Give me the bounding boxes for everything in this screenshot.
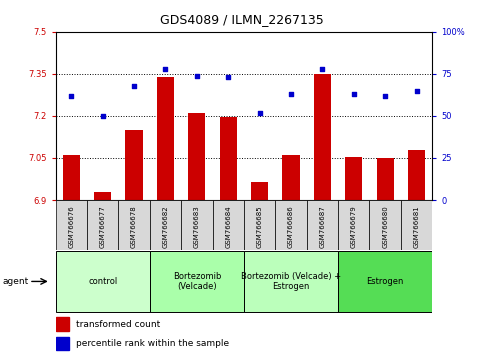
Bar (314, 74, 331, 200)
Text: GSM766677: GSM766677 (99, 205, 106, 248)
Bar (244, 251, 338, 312)
Text: GSM766680: GSM766680 (382, 205, 388, 248)
Bar (401, 200, 432, 250)
Text: GSM766678: GSM766678 (131, 205, 137, 248)
Point (382, 93, 389, 98)
Text: Bortezomib (Velcade) +
Estrogen: Bortezomib (Velcade) + Estrogen (241, 272, 341, 291)
Bar (251, 182, 268, 200)
Bar (56, 200, 87, 250)
Bar (126, 130, 142, 200)
Point (161, 66, 170, 72)
Text: GSM766684: GSM766684 (225, 205, 231, 247)
Bar (188, 113, 205, 200)
Point (256, 110, 264, 115)
Text: GSM766687: GSM766687 (319, 205, 326, 248)
Text: GSM766681: GSM766681 (413, 205, 420, 248)
Bar (369, 200, 401, 250)
Text: GSM766679: GSM766679 (351, 205, 357, 248)
Text: GSM766682: GSM766682 (162, 205, 169, 247)
Bar (157, 77, 174, 200)
Bar (94, 192, 111, 200)
Text: transformed count: transformed count (76, 320, 160, 329)
Bar (275, 200, 307, 250)
Bar (87, 200, 118, 250)
Bar (338, 200, 369, 250)
Point (412, 88, 420, 93)
Text: GSM766686: GSM766686 (288, 205, 294, 248)
Bar (118, 200, 150, 250)
Text: agent: agent (2, 277, 28, 286)
Text: Bortezomib
(Velcade): Bortezomib (Velcade) (172, 272, 221, 291)
Bar (307, 200, 338, 250)
Bar (213, 200, 244, 250)
Bar (408, 150, 425, 200)
Text: Estrogen: Estrogen (367, 277, 404, 286)
Point (319, 66, 327, 72)
Bar (56, 251, 150, 312)
Text: GSM766683: GSM766683 (194, 205, 200, 248)
Bar (150, 251, 244, 312)
Text: GDS4089 / ILMN_2267135: GDS4089 / ILMN_2267135 (159, 13, 324, 26)
Bar (377, 158, 394, 200)
Text: control: control (88, 277, 117, 286)
Point (193, 73, 201, 79)
Bar (181, 200, 213, 250)
Point (99, 113, 107, 119)
Text: GSM766676: GSM766676 (68, 205, 74, 248)
Point (287, 91, 295, 97)
Bar (150, 200, 181, 250)
Point (130, 83, 138, 88)
Point (224, 74, 232, 80)
Bar (283, 155, 299, 200)
Bar (63, 155, 80, 200)
Text: GSM766685: GSM766685 (256, 205, 263, 247)
Text: percentile rank within the sample: percentile rank within the sample (76, 339, 229, 348)
Bar (338, 251, 432, 312)
Point (68, 93, 75, 98)
Bar (220, 117, 237, 200)
Bar (244, 200, 275, 250)
Point (350, 91, 357, 97)
Bar (56, 337, 69, 350)
Bar (56, 318, 69, 331)
Bar (345, 156, 362, 200)
